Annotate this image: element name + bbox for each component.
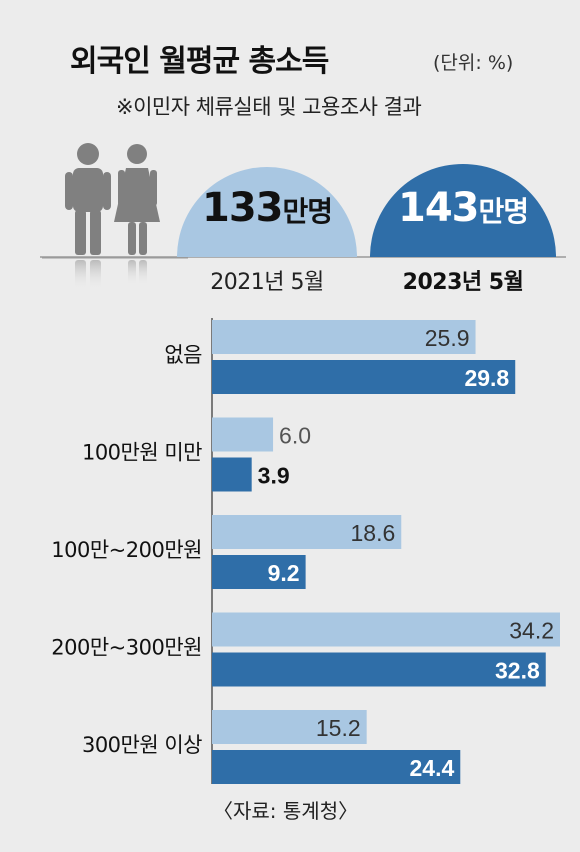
value-label: 15.2 [316, 715, 361, 741]
value-label: 3.9 [258, 463, 290, 489]
population-2023-unit: 만명 [478, 195, 529, 228]
people-icon [42, 143, 188, 290]
population-panel [40, 164, 566, 258]
category-label: 300만원 이상 [82, 733, 202, 757]
population-circle-1 [370, 164, 556, 257]
bar-2021 [212, 612, 560, 647]
bar-2023 [212, 457, 252, 492]
population-2021-count: 133 [201, 185, 283, 231]
year-label-2023: 2023년 5월 [402, 270, 524, 295]
value-label: 24.4 [410, 755, 455, 781]
bar-2023 [212, 750, 461, 784]
unit-label: (단위: %) [433, 52, 514, 74]
source-note: 〈자료: 통계청〉 [213, 799, 359, 823]
population-2021-unit: 만명 [282, 195, 333, 228]
bar-2021 [212, 515, 402, 549]
bar-2023 [212, 360, 516, 394]
value-label: 9.2 [268, 560, 300, 586]
population-2021: 133만명 [177, 185, 357, 231]
value-label: 32.8 [495, 658, 540, 684]
value-label: 18.6 [350, 520, 395, 546]
chart-subtitle: ※이민자 체류실태 및 고용조사 결과 [116, 95, 422, 119]
population-2023: 143만명 [370, 185, 556, 231]
value-label: 34.2 [509, 618, 554, 644]
category-label: 없음 [164, 343, 202, 367]
category-label: 200만~300만원 [51, 636, 202, 660]
bar-2023 [212, 652, 546, 687]
value-label: 29.8 [464, 365, 509, 391]
population-circle-0 [177, 167, 357, 257]
bar-2023 [212, 555, 306, 589]
value-label: 25.9 [425, 325, 470, 351]
year-label-2021: 2021년 5월 [210, 270, 324, 295]
bar-2021 [212, 320, 476, 354]
category-label: 100만원 미만 [82, 441, 202, 465]
chart-title: 외국인 월평균 총소득 [70, 44, 329, 79]
category-label: 100만~200만원 [51, 538, 202, 562]
bar-2021 [212, 417, 274, 452]
population-2023-count: 143 [397, 185, 479, 231]
value-label: 6.0 [279, 423, 311, 449]
bar-2021 [212, 710, 367, 744]
